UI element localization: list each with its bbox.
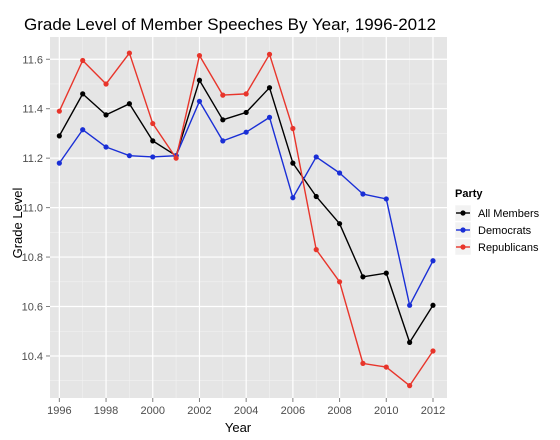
y-tick-label: 10.8: [22, 252, 43, 264]
data-point-all-members: [80, 91, 86, 97]
data-point-democrats: [336, 170, 343, 176]
legend-item-democrats: Democrats: [454, 221, 532, 239]
data-point-republicans: [150, 120, 156, 127]
data-point-democrats: [56, 160, 62, 166]
legend-title: Party: [455, 188, 483, 200]
series-all-members: [56, 77, 436, 345]
y-tick-label: 11.4: [22, 104, 43, 116]
x-tick-label: 1998: [94, 405, 118, 417]
data-point-republicans: [430, 348, 436, 354]
legend-label: All Members: [478, 208, 540, 220]
series-democrats: [56, 98, 436, 308]
data-point-democrats: [407, 302, 413, 308]
data-point-democrats: [150, 154, 156, 160]
x-tick-label: 2008: [327, 405, 351, 417]
data-point-all-members: [243, 109, 249, 116]
y-tick-label: 11.2: [22, 153, 43, 165]
data-point-democrats: [290, 195, 296, 201]
data-point-republicans: [407, 383, 413, 389]
data-point-democrats: [360, 191, 366, 197]
data-point-republicans: [360, 360, 366, 366]
data-point-democrats: [103, 144, 109, 150]
data-point-democrats: [383, 196, 389, 202]
x-tick-label: 2004: [234, 405, 258, 417]
data-point-republicans: [243, 91, 249, 97]
data-point-republicans: [103, 81, 109, 87]
legend-key-point: [460, 244, 466, 250]
data-point-all-members: [150, 138, 156, 144]
data-point-all-members: [336, 221, 343, 227]
legend-key-point: [460, 227, 466, 233]
data-point-democrats: [243, 129, 249, 135]
legend-label: Republicans: [478, 242, 539, 254]
data-point-all-members: [56, 133, 62, 139]
y-tick-label: 10.6: [22, 302, 43, 314]
data-point-democrats: [196, 98, 203, 104]
x-tick-label: 2010: [374, 405, 398, 417]
data-point-all-members: [313, 193, 319, 200]
data-point-all-members: [383, 270, 389, 276]
data-point-republicans: [56, 108, 62, 114]
data-point-all-members: [430, 302, 436, 308]
x-tick-label: 2006: [281, 405, 305, 417]
data-point-all-members: [220, 117, 226, 123]
x-tick-label: 2012: [421, 405, 445, 417]
data-point-republicans: [290, 125, 296, 132]
series-layer: [56, 50, 436, 389]
data-point-all-members: [360, 274, 366, 280]
data-point-democrats: [80, 127, 86, 133]
legend: Party All Members Democrats Republicans: [454, 188, 540, 256]
data-point-republicans: [220, 92, 226, 98]
data-point-all-members: [407, 339, 413, 345]
data-point-republicans: [80, 57, 86, 64]
data-point-all-members: [266, 85, 273, 91]
plot-background: [50, 37, 447, 398]
x-axis: 1996 1998 2000 2002 2004 2006 2008 2010 2012: [47, 398, 445, 417]
data-point-republicans: [266, 51, 273, 57]
data-point-republicans: [383, 364, 389, 370]
legend-label: Democrats: [478, 225, 532, 237]
data-point-democrats: [220, 138, 226, 144]
series-republicans: [56, 50, 436, 389]
legend-key-point: [460, 210, 466, 216]
y-tick-label: 11.6: [22, 54, 43, 66]
y-axis: 10.4 10.6 10.8 11.0 11.2 11.4 11.6: [22, 54, 50, 363]
data-point-republicans: [173, 155, 179, 161]
data-point-all-members: [196, 77, 203, 83]
data-point-democrats: [266, 114, 273, 120]
x-axis-title: Year: [225, 420, 252, 435]
data-point-democrats: [313, 154, 319, 160]
data-point-republicans: [336, 279, 343, 285]
y-tick-label: 11.0: [22, 203, 43, 215]
data-point-all-members: [290, 160, 296, 166]
legend-item-all-members: All Members: [454, 204, 540, 222]
data-point-all-members: [126, 101, 132, 107]
data-point-democrats: [430, 258, 436, 264]
data-point-democrats: [126, 153, 132, 159]
legend-items: All Members Democrats Republicans: [454, 204, 540, 256]
data-point-republicans: [313, 247, 319, 253]
x-tick-label: 2000: [141, 405, 165, 417]
data-point-all-members: [103, 112, 109, 118]
data-point-republicans: [126, 50, 132, 56]
plot-panel: [50, 37, 447, 398]
x-tick-label: 2002: [187, 405, 211, 417]
legend-item-republicans: Republicans: [454, 238, 539, 256]
x-tick-label: 1996: [47, 405, 71, 417]
y-axis-title: Grade Level: [10, 187, 25, 258]
data-point-republicans: [196, 52, 203, 59]
y-tick-label: 10.4: [22, 351, 43, 363]
chart-title: Grade Level of Member Speeches By Year, …: [24, 15, 436, 34]
